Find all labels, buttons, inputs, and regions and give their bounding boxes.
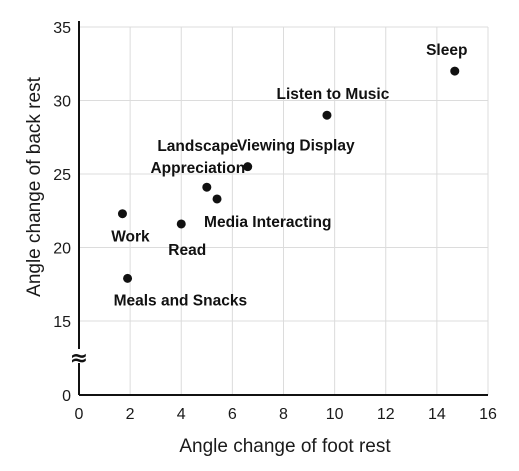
point-label: Work [111, 229, 150, 246]
axis-break-mask [69, 349, 89, 363]
point-label: Appreciation [150, 160, 245, 177]
data-point [322, 110, 332, 120]
point-label: Viewing Display [237, 138, 355, 155]
point-label: Media Interacting [204, 214, 331, 231]
x-tick-label: 0 [75, 406, 84, 423]
point-label: Landscape [157, 138, 238, 155]
data-point [117, 209, 127, 219]
data-point [176, 219, 186, 229]
grid [79, 26, 489, 395]
axis-break-symbol: ≈ [70, 346, 88, 371]
point-label: Meals and Snacks [114, 292, 248, 309]
x-tick-label: 2 [126, 406, 135, 423]
y-tick-label: 20 [53, 241, 71, 258]
tick-labels: 0 2 4 6 8 10 12 14 16 0 15 20 25 30 35 [53, 20, 497, 423]
data-point [450, 66, 460, 76]
y-tick-label: 30 [53, 94, 71, 111]
y-tick-label: 15 [53, 314, 71, 331]
y-tick-label: 25 [53, 167, 71, 184]
y-tick-label: 0 [62, 388, 71, 405]
x-tick-label: 16 [479, 406, 497, 423]
point-label: Read [168, 242, 206, 259]
data-points [117, 66, 460, 283]
data-point [202, 182, 212, 192]
data-point [123, 273, 133, 283]
x-tick-label: 14 [428, 406, 446, 423]
point-label: Listen to Music [277, 86, 390, 103]
x-tick-label: 8 [279, 406, 288, 423]
data-point [243, 162, 253, 172]
x-tick-label: 10 [326, 406, 344, 423]
x-tick-label: 4 [177, 406, 186, 423]
axes: ≈ [69, 21, 488, 396]
point-labels: Sleep Listen to Music Viewing DisplayLands… [111, 42, 467, 309]
x-tick-label: 12 [377, 406, 395, 423]
data-point [212, 194, 222, 204]
y-axis-title: Angle change of back rest [24, 76, 45, 296]
x-tick-label: 6 [228, 406, 237, 423]
y-tick-label: 35 [53, 20, 71, 37]
point-label: Sleep [426, 42, 467, 59]
x-axis-title: Angle change of foot rest [179, 436, 391, 457]
